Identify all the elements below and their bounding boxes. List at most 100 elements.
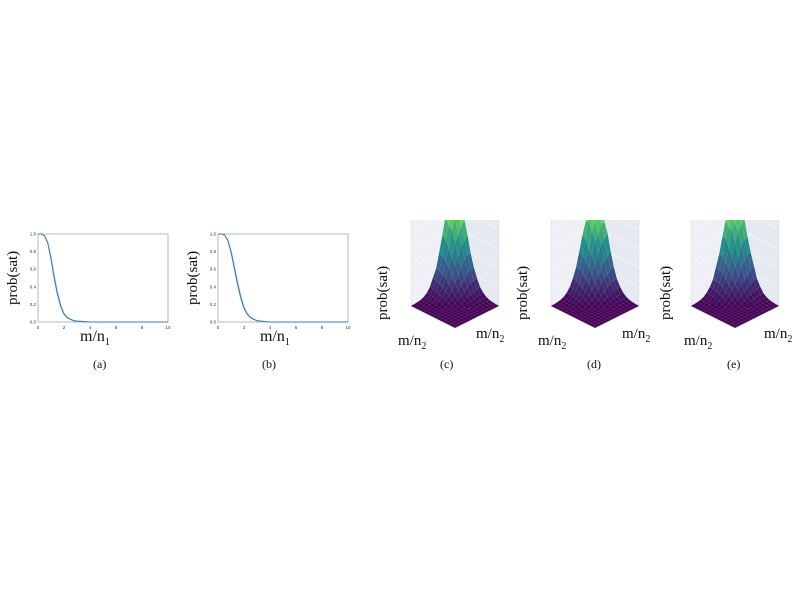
y-tick-label: 0.4 — [30, 284, 37, 289]
surface-patch — [629, 302, 636, 306]
surface-patch — [747, 270, 754, 285]
surface-patch — [585, 268, 592, 285]
y-tick-label: 0.8 — [210, 249, 217, 254]
surface-patch — [585, 295, 592, 304]
surface-patch — [473, 278, 481, 290]
surface-patch — [579, 256, 586, 275]
surface-patch — [436, 283, 443, 295]
surface-patch — [713, 299, 720, 305]
surface-patch — [613, 279, 621, 289]
surface-patch — [607, 268, 614, 283]
surface-patch — [429, 289, 437, 297]
surface-patch — [613, 313, 621, 317]
surface-patch — [423, 310, 430, 314]
surface-patch — [697, 303, 704, 308]
surface-patch — [445, 296, 452, 304]
y-tick-label: 0.4 — [210, 284, 217, 289]
surface-patch — [582, 300, 589, 308]
surface-patch — [716, 284, 723, 295]
surface-patch — [439, 287, 446, 298]
surface-patch — [600, 220, 605, 225]
surface-patch — [716, 294, 723, 302]
surface-patch — [579, 303, 586, 310]
surface-patch — [445, 303, 452, 310]
surface-patch — [579, 274, 586, 289]
line-chart-a: 0 2 4 6 8 10 0.0 0.2 0.4 0.6 0.8 1.0 — [30, 232, 171, 331]
surface-patch — [480, 303, 487, 308]
surface-patch — [604, 275, 611, 288]
grid-line — [690, 220, 712, 231]
surface-patch — [455, 300, 462, 308]
surface-patch — [735, 257, 742, 277]
surface-patch — [722, 278, 729, 293]
surface-patch — [753, 313, 761, 317]
caption-b: (b) — [262, 357, 276, 371]
caption-c: (c) — [440, 357, 454, 371]
surface-patch — [429, 296, 437, 303]
surface-patch — [722, 292, 729, 301]
surface-patch — [582, 279, 589, 292]
surface-patch — [451, 264, 459, 284]
surface-patch — [709, 288, 717, 297]
x-axis-line — [550, 305, 596, 329]
z-axis-label: prob(sat) — [515, 265, 531, 320]
surface-patch — [753, 278, 761, 290]
surface-patch — [566, 305, 573, 310]
surface-patch — [709, 307, 717, 311]
surface-patch — [738, 315, 745, 319]
surface-patch — [569, 288, 577, 297]
surface-patch — [566, 294, 573, 301]
x-axis-label: m/n2 — [538, 333, 567, 352]
surface-patch — [436, 301, 443, 308]
surface-patch — [573, 298, 580, 305]
surface-patch — [738, 303, 745, 310]
surface-patch — [579, 297, 586, 304]
surface-patch — [601, 292, 608, 301]
surface-patch — [731, 284, 739, 296]
surface-patch — [442, 240, 449, 261]
surface-patch — [591, 265, 599, 285]
surface-patch — [728, 299, 735, 308]
surface-patch — [429, 277, 437, 290]
surface-patch — [610, 267, 617, 281]
surface-patch — [439, 309, 446, 313]
surface-patch — [750, 265, 757, 281]
surface-patch — [458, 303, 465, 310]
surface-patch — [734, 220, 736, 224]
surface-patch — [554, 302, 561, 306]
surface-patch — [725, 315, 732, 319]
surface-patch — [448, 290, 455, 300]
surface-patch — [731, 324, 739, 328]
surface-patch — [613, 288, 621, 297]
surface-patch — [448, 299, 455, 308]
surface-patch — [473, 289, 481, 297]
surface-patch — [436, 310, 443, 314]
surface-patch — [455, 275, 462, 292]
surface-patch — [439, 234, 446, 257]
z-axis-label: prob(sat) — [375, 265, 391, 320]
surface-patch — [588, 275, 595, 291]
surface-patch — [467, 294, 474, 302]
surface-patch — [451, 242, 459, 265]
surface-patch — [423, 298, 430, 304]
surface-patch — [747, 284, 754, 294]
surface-patch — [569, 310, 577, 314]
surface-patch — [716, 301, 723, 308]
surface-patch — [741, 279, 748, 292]
y-axis-label: m/n2 — [622, 326, 651, 345]
surface-patch — [591, 284, 599, 296]
surface-patch — [436, 313, 443, 317]
grid-line — [618, 220, 640, 231]
surface-patch — [423, 293, 430, 299]
surface-patch — [420, 297, 427, 302]
surface-patch — [477, 300, 484, 306]
surface-patch — [477, 305, 484, 310]
surface-patch — [738, 225, 745, 246]
y-axis-label: m/n2 — [764, 326, 793, 345]
y-tick-label: 0.2 — [210, 302, 217, 307]
x-tick-label: 10 — [345, 325, 351, 330]
surface-patch — [623, 305, 630, 310]
surface-patch — [585, 315, 592, 319]
surface-patch — [757, 286, 764, 295]
surface-patch — [464, 272, 471, 288]
